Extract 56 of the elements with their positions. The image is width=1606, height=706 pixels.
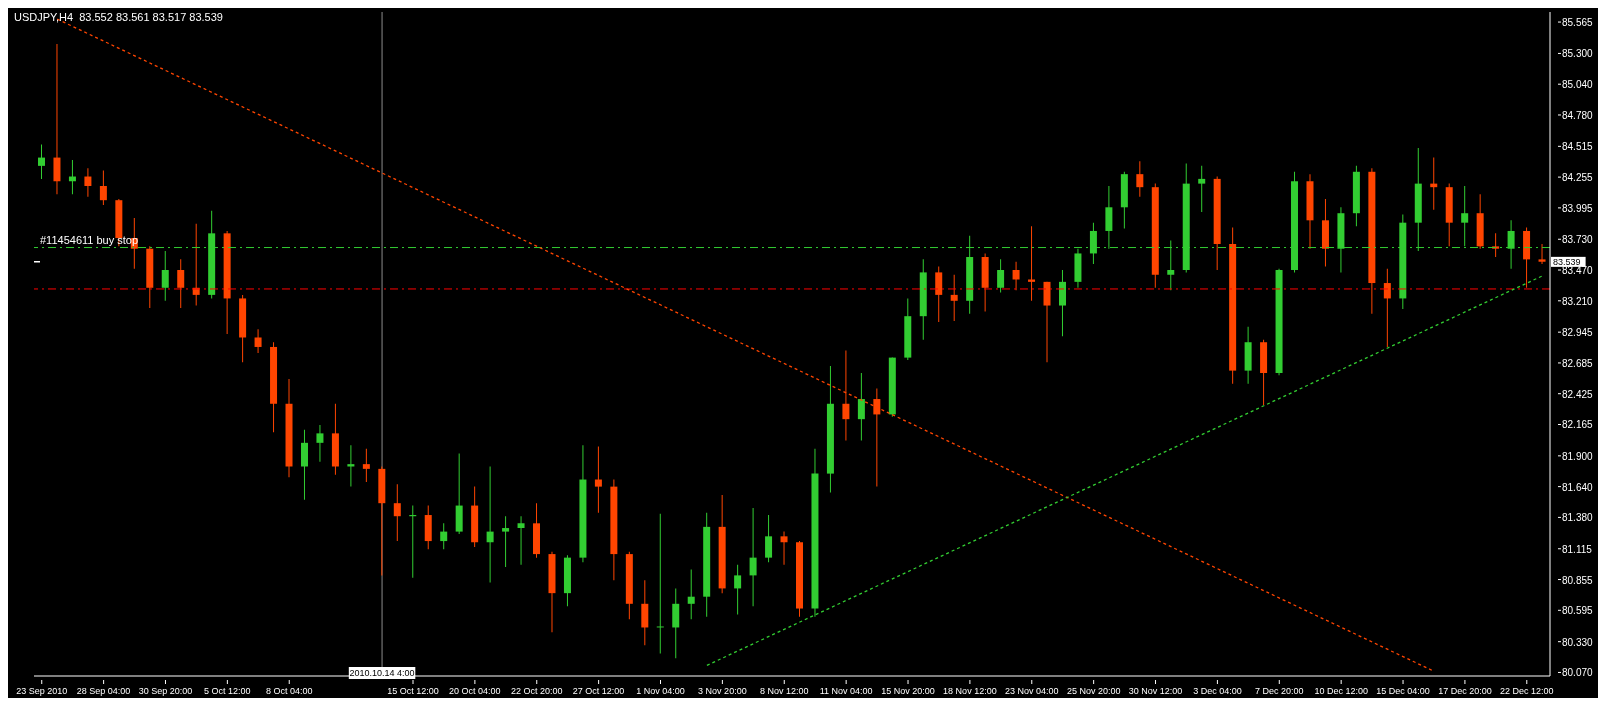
y-tick-label: 83.210: [1562, 295, 1594, 307]
candlestick: [502, 516, 510, 568]
y-tick-label: 81.900: [1562, 450, 1594, 462]
x-tick-label: 2010.10.14 4:00: [349, 668, 415, 678]
y-tick-label: 80.855: [1562, 574, 1594, 586]
x-tick-label: 30 Nov 12:00: [1128, 686, 1183, 696]
y-tick-label: 85.300: [1562, 48, 1594, 60]
candlestick: [656, 513, 664, 654]
y-tick-label: 80.070: [1562, 667, 1594, 679]
x-tick-label: 8 Nov 12:00: [759, 686, 809, 696]
x-tick-label: 25 Nov 20:00: [1066, 686, 1121, 696]
candlestick: [486, 466, 494, 583]
x-tick-label: 20 Oct 04:00: [449, 686, 501, 696]
y-tick-label: 83.730: [1562, 234, 1594, 246]
y-tick-label: 81.640: [1562, 481, 1594, 493]
x-tick-label: 5 Oct 12:00: [204, 686, 251, 696]
y-tick-label: 82.425: [1562, 388, 1594, 400]
y-tick-label: 84.780: [1562, 109, 1594, 121]
x-tick-label: 3 Nov 20:00: [698, 686, 747, 696]
x-tick-label: 23 Sep 2010: [16, 686, 68, 696]
ref-line-label: 83.539: [1553, 257, 1581, 268]
candlestick: [517, 516, 525, 565]
y-tick-label: 82.685: [1562, 357, 1594, 369]
x-tick-label: 27 Oct 12:00: [572, 686, 625, 696]
x-tick-label: 17 Dec 20:00: [1438, 686, 1492, 696]
x-tick-label: 18 Nov 12:00: [943, 686, 997, 696]
x-tick-label: 22 Dec 12:00: [1500, 686, 1554, 696]
y-tick-label: 80.595: [1562, 605, 1594, 617]
chart-title: USDJPY,H4 83.552 83.561 83.517 83.539: [14, 11, 223, 23]
y-tick-label: 85.565: [1562, 17, 1594, 29]
y-tick-label: 80.330: [1562, 636, 1594, 648]
y-tick-label: 83.995: [1562, 202, 1594, 214]
x-tick-label: 30 Sep 20:00: [138, 686, 193, 696]
x-tick-label: 10 Dec 12:00: [1314, 686, 1368, 696]
y-tick-label: 81.115: [1562, 543, 1593, 555]
candlestick: [1028, 226, 1036, 301]
y-tick-label: 81.380: [1562, 512, 1594, 524]
x-tick-label: 22 Oct 20:00: [510, 686, 563, 696]
candlestick: [347, 445, 355, 487]
candlestick: [594, 446, 602, 513]
y-tick-label: 83.470: [1562, 265, 1594, 277]
x-tick-label: 15 Oct 12:00: [387, 686, 439, 696]
x-tick-label: 23 Nov 04:00: [1005, 686, 1059, 696]
y-tick-label: 84.515: [1562, 141, 1594, 153]
x-tick-label: 1 Nov 04:00: [636, 686, 685, 696]
x-tick-label: 8 Oct 04:00: [265, 686, 313, 696]
y-tick-label: 82.945: [1562, 327, 1594, 339]
x-tick-label: 3 Dec 04:00: [1193, 686, 1242, 696]
x-tick-label: 15 Nov 20:00: [881, 686, 935, 696]
y-tick-label: 85.040: [1562, 79, 1594, 91]
x-tick-label: 11 Nov 04:00: [819, 686, 873, 696]
x-tick-label: 28 Sep 04:00: [76, 686, 131, 696]
x-tick-label: 15 Dec 04:00: [1376, 686, 1430, 696]
x-tick-label: 7 Dec 20:00: [1255, 686, 1304, 696]
y-tick-label: 84.255: [1562, 172, 1594, 184]
y-tick-label: 82.165: [1562, 419, 1594, 431]
